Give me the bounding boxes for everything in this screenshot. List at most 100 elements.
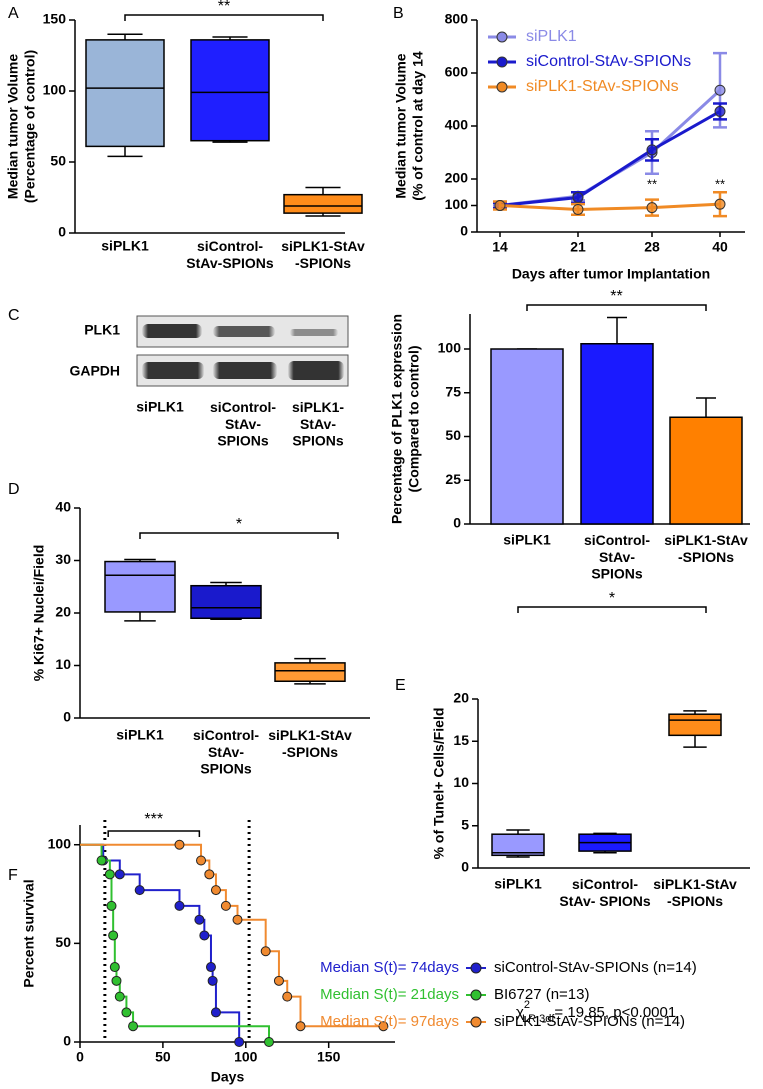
y-tick-label: 150 [43,11,67,27]
legend-marker [470,989,482,1001]
y-axis-label: % Ki67+ Nuclei/Field [31,545,47,682]
blot-band [213,362,277,379]
y-axis-label: Median tumor Volume(% of control at day … [392,51,425,201]
panel-label: E [395,677,406,694]
significance-label: ** [610,288,622,305]
legend-label: siPLK1-StAv-SPIONs (n=14) [494,1013,685,1030]
y-tick-label: 0 [453,515,461,531]
point [106,900,117,911]
y-tick-label: 200 [445,170,469,186]
point [204,869,215,880]
y-tick-label: 15 [453,732,469,748]
point [134,885,145,896]
panel-label: F [8,867,18,884]
point [210,1007,221,1018]
point [714,198,726,210]
panel-label: A [8,5,19,22]
legend-marker [470,1016,482,1028]
median-label: Median S(t)= 21days [320,986,459,1003]
box [283,193,363,214]
y-tick-label: 600 [445,64,469,80]
blot-band [290,329,338,336]
y-tick-label: 0 [461,859,469,875]
statistic-sub: LR,3df [522,1013,555,1025]
point [220,900,231,911]
point [572,203,584,215]
median-label: Median S(t)= 97days [320,1013,459,1030]
y-tick-label: 100 [48,835,72,851]
point [260,946,271,957]
significance-bracket [526,304,707,311]
legend-label: siPLK1 [526,28,577,45]
series-line [499,110,721,207]
whisker-top [305,186,341,195]
point [111,975,122,986]
statistic-sup: 2 [524,999,530,1011]
y-tick-label: 800 [445,11,469,27]
y-tick-label: 0 [58,224,66,240]
whisker-bottom [124,611,156,622]
x-tick-label: 100 [234,1049,258,1065]
x-tick-label: 0 [76,1049,84,1065]
point [114,991,125,1002]
y-tick-label: 0 [460,223,468,239]
box [190,39,270,142]
point [196,855,207,866]
point [121,1007,132,1018]
series-line [499,202,721,211]
x-tick-label: 150 [317,1049,341,1065]
whisker-bottom [683,735,707,748]
blot-band [142,324,202,338]
significance-label: ** [647,176,657,191]
significance-label: * [609,590,615,607]
y-tick-label: 50 [445,427,461,443]
x-axis-label: Days [211,1069,245,1085]
blot-band [213,326,275,337]
x-tick-label: siPLK1 [101,238,149,254]
point [232,914,243,925]
significance-bracket [517,606,707,613]
x-tick-label: 28 [644,239,660,255]
x-tick-label: siPLK1-StAv -SPIONs [281,238,365,271]
bar [580,343,654,525]
y-tick-label: 10 [55,656,71,672]
significance-label: *** [144,811,163,828]
legend-marker [496,31,508,43]
y-axis-label: Percentage of PLK1 expression(Compared t… [388,314,421,524]
x-tick-label: siPLK1-StAv -SPIONs [664,532,748,565]
y-tick-label: 50 [55,934,71,950]
point [494,200,506,211]
point [714,84,726,96]
significance-label: ** [715,176,725,191]
blot-row-label: PLK1 [84,322,120,338]
box [668,713,722,737]
y-tick-label: 400 [445,117,469,133]
x-tick-label: siPLK1 [503,532,551,548]
y-tick-label: 25 [445,471,461,487]
point [194,914,205,925]
y-tick-label: 100 [438,340,462,356]
blot-lane-label: siControl-StAv-SPIONs [210,399,276,449]
significance-label: ** [218,0,230,15]
y-axis-label: Median tumor Volume(Percentage of contro… [4,50,37,203]
x-tick-label: siControl-StAv- SPIONs [559,876,650,909]
blot-band [288,361,344,380]
point [210,885,221,896]
significance-bracket [124,14,324,21]
point [264,1037,274,1047]
x-tick-label: siPLK1-StAv -SPIONs [653,876,737,909]
median-label: Median S(t)= 74days [320,959,459,976]
x-axis-label: Days after tumor Implantation [512,266,710,282]
legend-label: siPLK1-StAv-SPIONs [526,78,679,95]
significance-bracket [139,532,339,539]
box [104,560,176,613]
y-tick-label: 100 [445,196,469,212]
point [114,869,125,880]
y-tick-label: 0 [63,709,71,725]
point [273,975,284,986]
point [207,975,218,986]
point [128,1021,139,1032]
box [190,584,262,620]
panel-label: B [393,5,404,22]
point [205,962,216,973]
